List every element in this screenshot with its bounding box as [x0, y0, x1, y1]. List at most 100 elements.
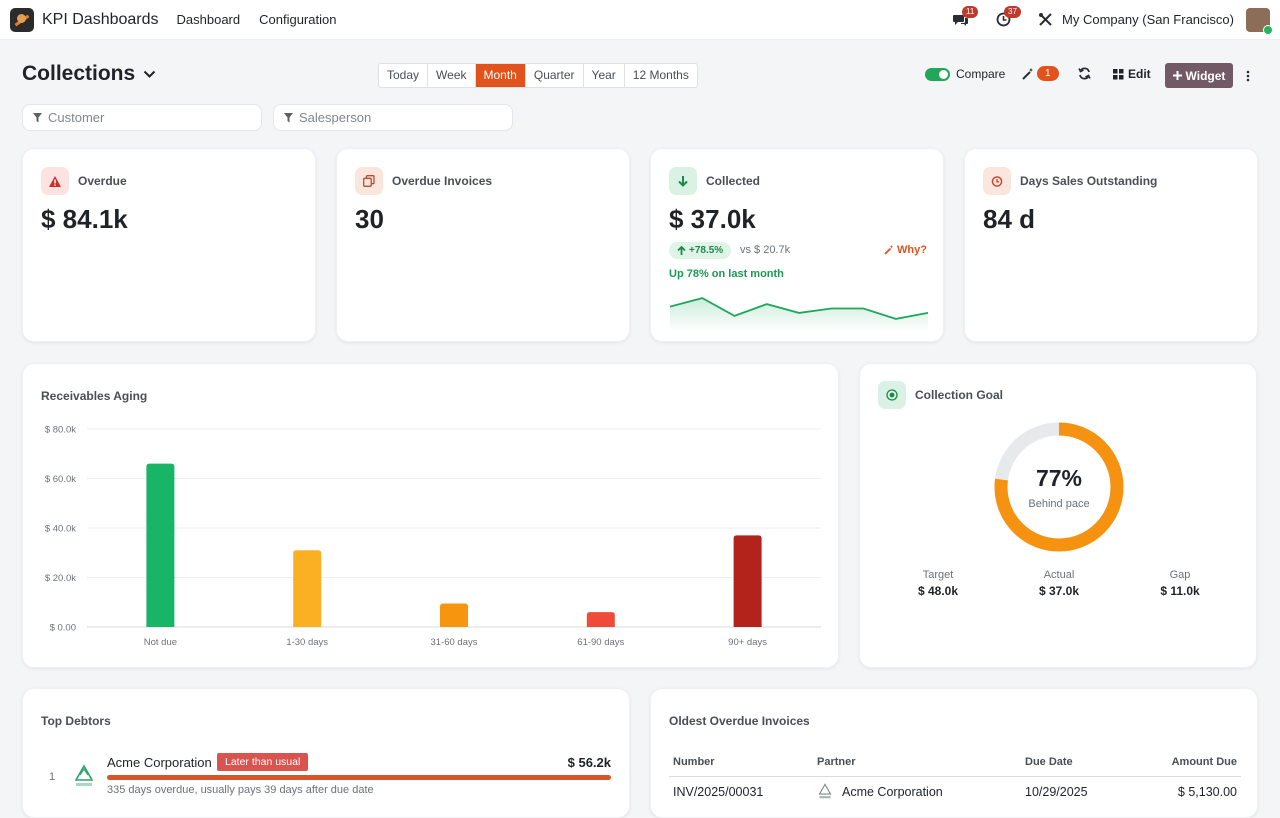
compare-label: Compare [956, 67, 1006, 81]
bar-90-days[interactable] [733, 535, 762, 627]
copy-invoice-icon [355, 167, 383, 195]
page-title: Collections [22, 62, 136, 85]
user-avatar[interactable] [1246, 7, 1273, 35]
more-options-button[interactable] [1246, 69, 1250, 87]
messages-count-badge: 11 [962, 5, 979, 18]
kpi-value: $ 84.1k [41, 204, 128, 234]
y-tick-label: $ 40.0k [45, 524, 76, 535]
debtor-amount: $ 56.2k [567, 755, 611, 770]
goal-percent: 77% [1035, 465, 1083, 491]
y-tick-label: $ 0.00 [50, 623, 76, 634]
column-header-partner[interactable]: Partner [817, 755, 856, 768]
y-tick-label: $ 60.0k [45, 474, 76, 485]
compare-toggle[interactable]: Compare [925, 67, 1005, 81]
chat-icon [953, 14, 969, 26]
sparkline-line [669, 297, 929, 320]
stopwatch-icon [983, 167, 1011, 195]
partner-name: Acme Corporation [842, 785, 943, 799]
section-title: Oldest Overdue Invoices [669, 714, 810, 728]
range-button-12-months[interactable]: 12 Months [632, 68, 689, 82]
collection-goal-card: Collection Goal 77% Behind pace Target $… [859, 363, 1257, 668]
messages-button[interactable]: 11 [950, 5, 979, 30]
column-header-due-date[interactable]: Due Date [1025, 755, 1073, 768]
company-switcher[interactable]: My Company (San Francisco) [1062, 12, 1234, 27]
x-tick-label: Not due [144, 637, 177, 648]
customer-filter[interactable]: Customer [22, 104, 262, 131]
arrow-down-icon [669, 167, 697, 195]
oldest-invoices-card: Oldest Overdue Invoices Number Partner D… [650, 688, 1258, 818]
table-header: Number Partner Due Date Amount Due [669, 747, 1241, 777]
tools-button[interactable] [1034, 10, 1056, 30]
salesperson-filter-placeholder: Salesperson [299, 110, 372, 125]
insights-count-badge: 1 [1037, 66, 1059, 81]
receivables-aging-card: Receivables Aging $ 0.00 $ 20.0k $ 40.0k $ … [22, 363, 839, 668]
range-button-quarter[interactable]: Quarter [526, 64, 584, 87]
kpi-card-overdue-invoices[interactable]: Overdue Invoices 30 [336, 148, 630, 342]
table-row[interactable]: INV/2025/00031 Acme Corporation 10/29/20… [669, 777, 1241, 807]
kpi-card-dso[interactable]: Days Sales Outstanding 84 d [964, 148, 1258, 342]
widget-label: Widget [1185, 68, 1226, 83]
bar-not-due[interactable] [146, 463, 175, 627]
range-button-year[interactable]: Year [584, 64, 625, 87]
stat-label: Target [922, 569, 954, 581]
range-button-today[interactable]: Today [379, 64, 429, 87]
salesperson-filter[interactable]: Salesperson [273, 104, 513, 131]
activities-count-badge: 37 [1004, 5, 1021, 18]
invoice-amount-due: $ 5,130.00 [1177, 785, 1237, 799]
bar-61-90-days[interactable] [586, 612, 615, 627]
kpi-value: $ 37.0k [669, 204, 756, 234]
insights-button[interactable]: 1 [1022, 66, 1059, 81]
trend-value: +78.5% [689, 245, 724, 256]
goal-stats: Target $ 48.0k Actual $ 37.0k Gap $ 11.0… [878, 569, 1240, 598]
sparkline-chart [669, 297, 929, 332]
range-button-month[interactable]: Month [475, 64, 526, 87]
trend-note: Up 78% on last month [669, 268, 784, 280]
compare-switch[interactable] [925, 67, 950, 81]
top-debtors-card: Top Debtors 1 Acme Corporation Later tha… [22, 688, 630, 818]
stat-value: $ 37.0k [1038, 584, 1080, 598]
x-tick-label: 61-90 days [577, 637, 624, 648]
bar-1-30-days[interactable] [293, 550, 322, 627]
stat-label: Actual [1043, 569, 1075, 581]
app-logo[interactable] [10, 7, 34, 32]
edit-button[interactable]: Edit [1113, 67, 1151, 81]
app-name[interactable]: KPI Dashboards [42, 10, 159, 28]
bar-31-60-days[interactable] [440, 603, 468, 627]
kpi-title: Collected [706, 174, 761, 188]
edit-label: Edit [1128, 67, 1151, 81]
range-button-week[interactable]: Week [428, 64, 476, 87]
goal-stat-gap: Gap $ 11.0k [1120, 569, 1240, 598]
plus-icon [1172, 71, 1182, 80]
why-link[interactable]: Why? [884, 244, 927, 256]
activities-button[interactable]: 37 [992, 5, 1021, 30]
magic-wand-icon [884, 245, 894, 255]
kpi-title: Days Sales Outstanding [1020, 174, 1158, 188]
menu-configuration[interactable]: Configuration [259, 12, 337, 27]
list-item[interactable]: 1 Acme Corporation Later than usual $ 56… [41, 751, 611, 801]
magic-wand-icon [1022, 67, 1033, 80]
column-header-amount-due[interactable]: Amount Due [1171, 755, 1237, 768]
debtor-share-bar [107, 775, 611, 780]
add-widget-button[interactable]: Widget [1165, 63, 1233, 88]
stat-label: Gap [1169, 569, 1191, 581]
invoice-due-date: 10/29/2025 [1025, 785, 1088, 799]
warning-icon [41, 167, 69, 195]
kpi-card-overdue[interactable]: Overdue $ 84.1k [22, 148, 316, 342]
section-title: Collection Goal [915, 388, 1004, 402]
debtor-name[interactable]: Acme Corporation [107, 755, 212, 770]
kebab-menu-icon [1246, 70, 1250, 82]
comparison-value: vs $ 20.7k [740, 244, 791, 256]
kpi-card-collected[interactable]: Collected $ 37.0k +78.5% vs $ 20.7k Why?… [650, 148, 944, 342]
gauge-progress [994, 422, 1124, 552]
stat-value: $ 11.0k [1160, 584, 1200, 598]
filter-icon [284, 112, 293, 122]
clock-icon [996, 12, 1010, 27]
menu-dashboard[interactable]: Dashboard [176, 12, 241, 27]
refresh-button[interactable] [1078, 67, 1091, 85]
column-header-number[interactable]: Number [673, 755, 715, 768]
kpi-value: 84 d [983, 204, 1036, 234]
dashboard-selector[interactable]: Collections [22, 62, 156, 86]
sparkline-area [670, 298, 928, 332]
customer-filter-placeholder: Customer [48, 110, 105, 125]
company-logo-icon [818, 783, 832, 799]
